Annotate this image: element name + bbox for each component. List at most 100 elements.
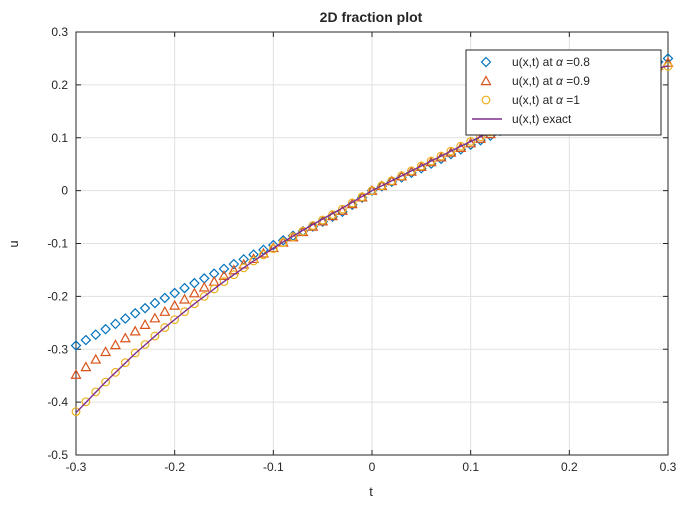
data-point-circle (120, 358, 130, 368)
x-tick-label: 0.3 (660, 460, 677, 474)
data-point-circle (130, 348, 140, 358)
data-point-circle (436, 151, 446, 161)
legend-label: u(x,t) at α =0.9 (512, 74, 590, 88)
data-point-triangle (159, 305, 171, 316)
y-tick-label: -0.5 (47, 448, 68, 462)
data-point-circle (199, 291, 209, 301)
data-point-triangle (169, 299, 181, 310)
legend-label: u(x,t) exact (512, 112, 572, 126)
y-tick-label: 0.1 (51, 131, 68, 145)
legend-label-prefix: u(x,t) at (512, 74, 556, 88)
legend: u(x,t) at α =0.8u(x,t) at α =0.9u(x,t) a… (465, 49, 662, 136)
y-tick-label: -0.1 (47, 237, 68, 251)
data-point-circle (387, 176, 397, 186)
data-point-triangle (149, 312, 161, 323)
data-point-diamond (70, 340, 82, 351)
x-tick-label: -0.3 (66, 460, 87, 474)
y-tick-label: 0.2 (51, 78, 68, 92)
data-point-circle (219, 277, 229, 286)
data-point-triangle (248, 253, 260, 264)
data-point-triangle (179, 293, 191, 304)
data-point-circle (337, 204, 347, 214)
data-point-triangle (90, 353, 102, 364)
data-point-circle (377, 181, 387, 191)
data-point-circle (239, 263, 249, 273)
data-point-circle (140, 340, 150, 349)
x-tick-label: -0.1 (263, 460, 284, 474)
data-point-circle (397, 171, 407, 181)
data-point-triangle (70, 368, 82, 379)
data-point-circle (456, 141, 466, 151)
data-point-circle (81, 397, 91, 407)
data-point-diamond (248, 249, 259, 260)
data-point-circle (367, 186, 377, 196)
data-point-circle (328, 210, 337, 220)
data-point-triangle (198, 281, 210, 292)
data-point-triangle (109, 339, 121, 350)
legend-label-symbol: α (556, 74, 564, 88)
data-point-circle (308, 221, 318, 230)
data-point-circle (180, 307, 189, 317)
data-point-diamond (80, 334, 92, 346)
data-point-diamond (267, 239, 279, 251)
data-point-circle (259, 250, 268, 260)
legend-label-symbol: α (556, 93, 564, 107)
data-point-diamond (139, 302, 151, 314)
data-point-circle (249, 256, 259, 266)
data-point-diamond (110, 318, 121, 330)
data-point-triangle (218, 270, 230, 280)
data-point-circle (189, 299, 199, 309)
x-tick-label: -0.2 (164, 460, 185, 474)
y-tick-label: -0.3 (47, 342, 68, 356)
legend-label-symbol: α (556, 55, 564, 69)
data-point-diamond (100, 323, 111, 335)
legend-label-suffix: =0.8 (563, 55, 590, 69)
data-point-diamond (396, 172, 407, 183)
data-point-circle (209, 284, 219, 294)
data-point-circle (357, 192, 367, 202)
data-point-circle (481, 95, 491, 105)
data-point-circle (407, 166, 416, 176)
data-point-diamond (90, 329, 102, 340)
data-point-circle (91, 387, 101, 397)
data-point-circle (229, 270, 239, 280)
legend-label-prefix: u(x,t) at (512, 55, 556, 69)
data-point-circle (466, 137, 476, 146)
y-tick-label: 0 (61, 184, 68, 198)
data-point-diamond (179, 282, 190, 294)
data-point-circle (278, 238, 288, 247)
data-point-diamond (218, 263, 230, 275)
data-point-circle (268, 244, 278, 254)
data-point-diamond (169, 287, 181, 299)
y-tick-label: -0.4 (47, 395, 68, 409)
data-point-circle (160, 323, 170, 332)
legend-box (465, 49, 662, 136)
data-point-triangle (129, 325, 141, 336)
y-tick-label: -0.2 (47, 289, 68, 303)
data-point-diamond (159, 292, 171, 304)
data-point-circle (318, 215, 328, 225)
x-tick-label: 0 (369, 460, 376, 474)
axes-frame (75, 31, 669, 456)
data-point-circle (298, 226, 308, 236)
data-point-diamond (356, 192, 368, 204)
x-tick-label: 0.2 (561, 460, 578, 474)
data-point-diamond (129, 307, 141, 319)
data-point-triangle (480, 75, 492, 86)
legend-label-prefix: u(x,t) at (512, 93, 556, 107)
x-tick-label: 0.1 (462, 460, 479, 474)
data-point-diamond (119, 313, 131, 324)
data-point-circle (416, 161, 426, 171)
data-point-circle (111, 367, 120, 377)
y-axis-label: u (6, 240, 21, 247)
legend-label-prefix: u(x,t) exact (512, 112, 572, 126)
legend-label-suffix: =1 (563, 93, 580, 107)
data-point-triangle (100, 346, 112, 357)
data-point-diamond (307, 221, 319, 232)
data-point-triangle (80, 361, 92, 372)
x-axis-label: t (369, 484, 373, 499)
chart-title: 2D fraction plot (320, 9, 423, 25)
legend-label: u(x,t) at α =0.8 (512, 55, 590, 69)
